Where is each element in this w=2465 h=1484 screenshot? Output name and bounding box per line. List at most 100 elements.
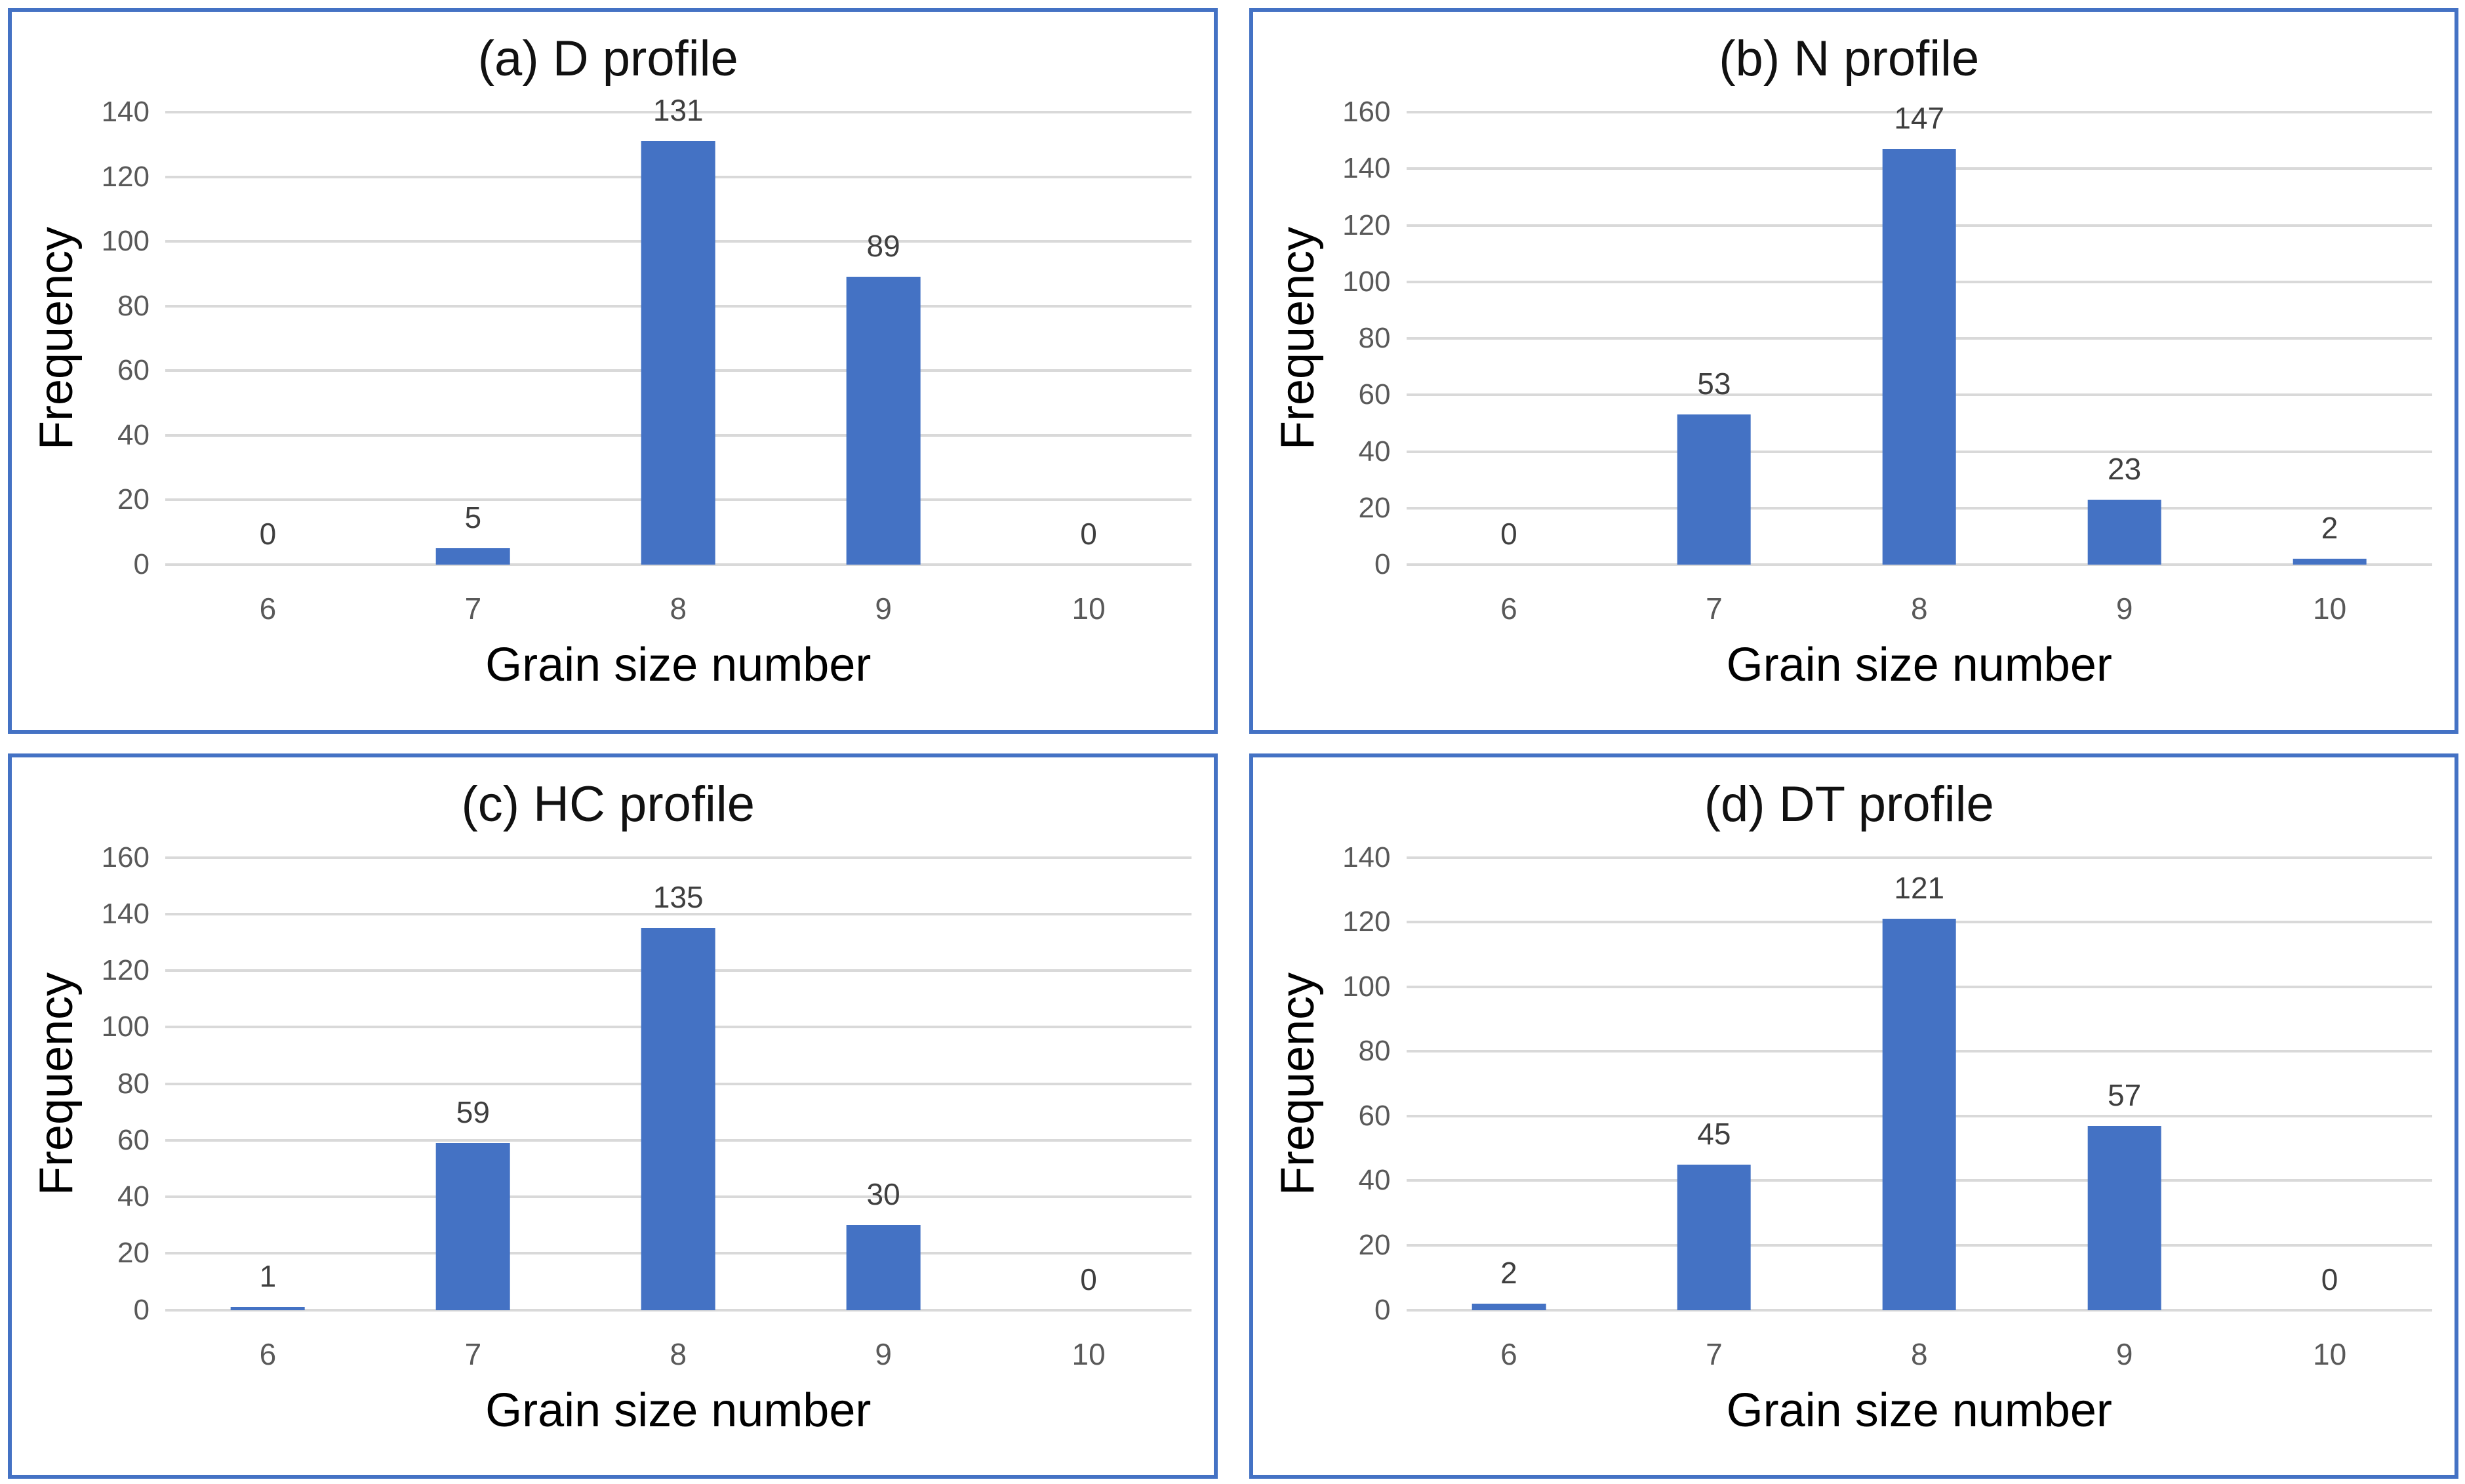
x-axis-title: Grain size number bbox=[1726, 639, 2112, 691]
gridline bbox=[1406, 563, 2432, 566]
chart-panel-a: (a) D profile Frequency 0 20 40 60 80 100 120 1… bbox=[8, 8, 1218, 734]
bar bbox=[436, 548, 510, 565]
x-tick-label: 6 bbox=[259, 592, 277, 626]
bar bbox=[1677, 414, 1752, 565]
y-tick-label: 0 bbox=[1374, 548, 1391, 580]
x-axis-title: Grain size number bbox=[1726, 1384, 2112, 1437]
y-tick-label: 0 bbox=[1374, 1293, 1391, 1326]
x-tick-label: 10 bbox=[1072, 1336, 1106, 1371]
bar bbox=[2087, 499, 2161, 565]
data-label: 5 bbox=[464, 500, 482, 535]
chart-body: Frequency 0 20 40 60 80 100 120 140 160 1 59 135 30… bbox=[25, 843, 1192, 1465]
chart-body: Frequency 0 20 40 60 80 100 120 140 2 45 121 57 0 6… bbox=[1266, 843, 2433, 1465]
y-axis-title: Frequency bbox=[30, 226, 83, 451]
bar bbox=[1677, 1164, 1752, 1310]
bar bbox=[2087, 1125, 2161, 1310]
y-tick-label: 60 bbox=[117, 1123, 150, 1156]
y-tick-label: 20 bbox=[1358, 491, 1391, 524]
gridline bbox=[1406, 1308, 2432, 1312]
bar bbox=[641, 928, 715, 1310]
y-tick-label: 20 bbox=[1358, 1228, 1391, 1261]
x-axis-ticks: 6 7 8 9 10 bbox=[1407, 565, 2433, 635]
x-axis-title: Grain size number bbox=[485, 639, 872, 691]
y-axis-title: Frequency bbox=[1271, 226, 1324, 451]
x-tick-label: 7 bbox=[464, 1336, 482, 1371]
y-tick-label: 140 bbox=[1342, 841, 1391, 873]
y-tick-label: 40 bbox=[117, 418, 150, 451]
bar bbox=[436, 1143, 510, 1310]
x-tick-label: 10 bbox=[1072, 592, 1106, 626]
data-label: 1 bbox=[259, 1259, 277, 1294]
data-label: 59 bbox=[456, 1095, 490, 1130]
bar bbox=[846, 277, 921, 565]
chart-title: (a) D profile bbox=[477, 31, 738, 87]
y-tick-label: 140 bbox=[1342, 152, 1391, 185]
data-label: 2 bbox=[1500, 1255, 1517, 1290]
plot-column: 1 59 135 30 0 6 7 8 9 10 Grain size number bbox=[165, 856, 1192, 1438]
x-axis-ticks: 6 7 8 9 10 bbox=[165, 1310, 1192, 1381]
x-tick-label: 6 bbox=[1500, 592, 1517, 626]
data-label: 131 bbox=[652, 93, 704, 128]
plot-column: 0 5 131 89 0 6 7 8 9 10 Grain size number bbox=[165, 95, 1192, 692]
data-label: 2 bbox=[2321, 511, 2338, 546]
y-tick-label: 80 bbox=[1358, 322, 1391, 354]
y-axis-ticks: 0 20 40 60 80 100 120 140 160 bbox=[88, 843, 165, 1324]
gridline bbox=[165, 1308, 1192, 1312]
bar bbox=[231, 1307, 305, 1310]
x-tick-label: 8 bbox=[1910, 1336, 1928, 1371]
bar bbox=[2293, 559, 2367, 565]
plot-area: 2 45 121 57 0 bbox=[1406, 856, 2432, 1312]
bar bbox=[1882, 149, 1957, 565]
x-tick-label: 10 bbox=[2312, 592, 2347, 626]
data-label: 45 bbox=[1697, 1116, 1731, 1151]
bar bbox=[846, 1225, 921, 1310]
data-label: 0 bbox=[1080, 1262, 1097, 1296]
y-tick-label: 0 bbox=[133, 1293, 150, 1326]
y-tick-label: 100 bbox=[1342, 265, 1391, 298]
y-tick-label: 80 bbox=[117, 289, 150, 322]
gridline bbox=[165, 563, 1192, 566]
bar bbox=[641, 141, 715, 565]
y-tick-label: 80 bbox=[117, 1067, 150, 1100]
gridline bbox=[165, 111, 1192, 113]
y-tick-label: 140 bbox=[101, 96, 150, 128]
data-label: 121 bbox=[1894, 871, 1945, 906]
y-tick-label: 120 bbox=[101, 160, 150, 193]
x-tick-label: 6 bbox=[1500, 1336, 1517, 1371]
x-tick-label: 7 bbox=[464, 592, 482, 626]
y-tick-label: 80 bbox=[1358, 1035, 1391, 1068]
y-tick-label: 120 bbox=[1342, 209, 1391, 241]
chart-body: Frequency 0 20 40 60 80 100 120 140 160 0 53 147 23… bbox=[1266, 98, 2433, 719]
gridline bbox=[1406, 856, 2432, 859]
gridline bbox=[165, 856, 1192, 859]
data-label: 53 bbox=[1697, 367, 1731, 401]
bar bbox=[1882, 919, 1957, 1310]
x-tick-label: 10 bbox=[2312, 1336, 2347, 1371]
x-axis-ticks: 6 7 8 9 10 bbox=[165, 565, 1192, 635]
y-tick-label: 40 bbox=[1358, 1164, 1391, 1197]
data-label: 0 bbox=[1080, 517, 1097, 551]
y-tick-label: 20 bbox=[117, 1237, 150, 1270]
x-axis-title: Grain size number bbox=[485, 1384, 872, 1437]
x-tick-label: 9 bbox=[875, 592, 892, 626]
y-axis-title: Frequency bbox=[1271, 972, 1324, 1195]
chart-title: (c) HC profile bbox=[461, 776, 755, 832]
x-tick-label: 9 bbox=[875, 1336, 892, 1371]
bar bbox=[1472, 1303, 1546, 1310]
x-axis-ticks: 6 7 8 9 10 bbox=[1407, 1310, 2433, 1381]
plot-column: 2 45 121 57 0 6 7 8 9 10 Grain size number bbox=[1406, 856, 2433, 1438]
y-axis-ticks: 0 20 40 60 80 100 120 140 bbox=[1329, 843, 1407, 1324]
x-tick-label: 7 bbox=[1706, 592, 1723, 626]
plot-area: 0 53 147 23 2 bbox=[1406, 103, 2432, 566]
data-label: 135 bbox=[652, 880, 704, 915]
y-tick-label: 140 bbox=[101, 897, 150, 930]
y-tick-label: 60 bbox=[1358, 378, 1391, 411]
gridline bbox=[165, 912, 1192, 915]
y-tick-label: 60 bbox=[117, 354, 150, 387]
y-tick-label: 40 bbox=[117, 1180, 150, 1213]
data-label: 30 bbox=[866, 1177, 900, 1212]
x-tick-label: 9 bbox=[2115, 592, 2133, 626]
data-label: 147 bbox=[1894, 101, 1945, 136]
